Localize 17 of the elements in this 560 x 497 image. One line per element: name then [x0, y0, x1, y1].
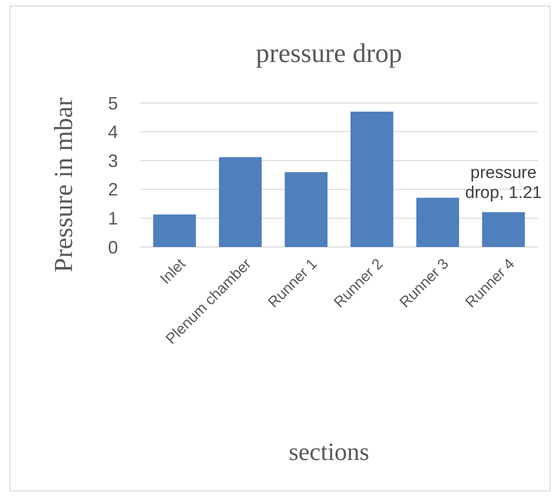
y-tick-label: 2	[108, 180, 118, 200]
bar	[416, 198, 460, 247]
y-tick-label: 3	[108, 150, 118, 171]
data-label: pressure drop, 1.21	[465, 163, 542, 202]
y-tick-label: 5	[108, 93, 118, 114]
chart-title: pressure drop	[256, 38, 402, 68]
y-tick-label: 0	[108, 237, 118, 258]
y-axis-title: Pressure in mbar	[49, 97, 78, 272]
x-tick-label: Inlet	[157, 254, 190, 288]
bar	[153, 214, 196, 247]
y-tick-label: 1	[108, 208, 118, 228]
y-tick-label: 4	[108, 122, 118, 142]
bar	[350, 112, 394, 247]
bar	[218, 157, 262, 247]
bar	[482, 212, 525, 247]
x-axis-title: sections	[288, 439, 370, 466]
bar	[284, 172, 328, 247]
